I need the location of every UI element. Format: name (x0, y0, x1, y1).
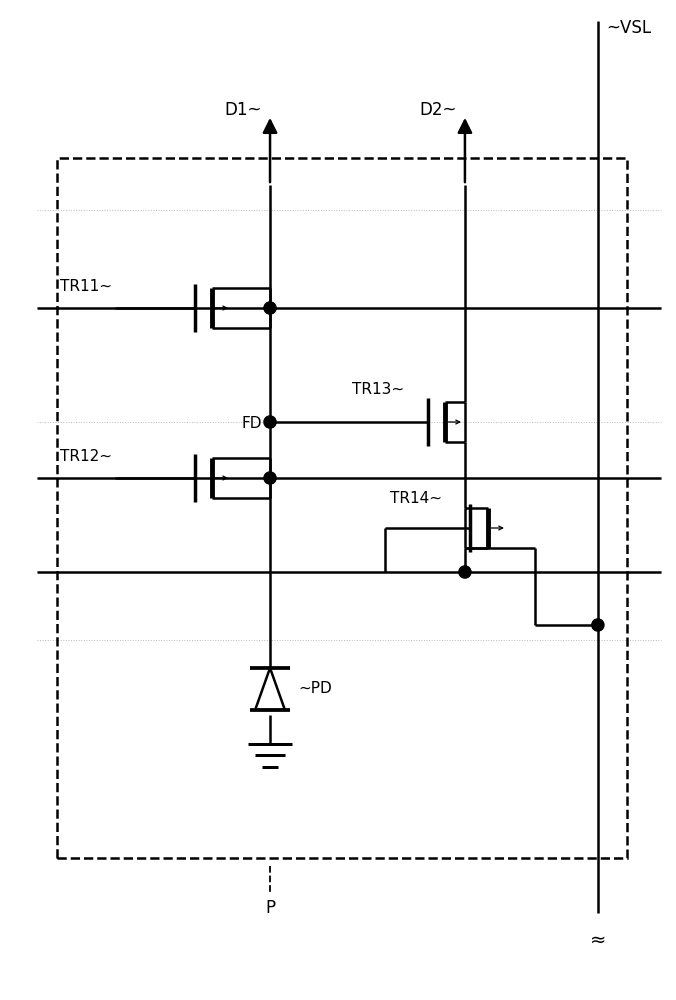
Circle shape (592, 619, 604, 631)
Circle shape (264, 472, 276, 484)
Text: ≈: ≈ (589, 930, 606, 950)
Text: TR12~: TR12~ (59, 449, 112, 464)
Circle shape (264, 302, 276, 314)
Circle shape (459, 566, 471, 578)
Text: P: P (265, 899, 275, 917)
Text: TR11~: TR11~ (59, 279, 112, 294)
Text: ~PD: ~PD (298, 681, 332, 696)
Circle shape (264, 416, 276, 428)
Bar (57, 158, 627, 858)
Text: ~VSL: ~VSL (606, 19, 651, 37)
Text: D2~: D2~ (419, 101, 457, 119)
Text: FD: FD (241, 416, 262, 431)
Text: D1~: D1~ (224, 101, 262, 119)
Text: TR14~: TR14~ (390, 491, 442, 506)
Text: TR13~: TR13~ (352, 382, 404, 397)
